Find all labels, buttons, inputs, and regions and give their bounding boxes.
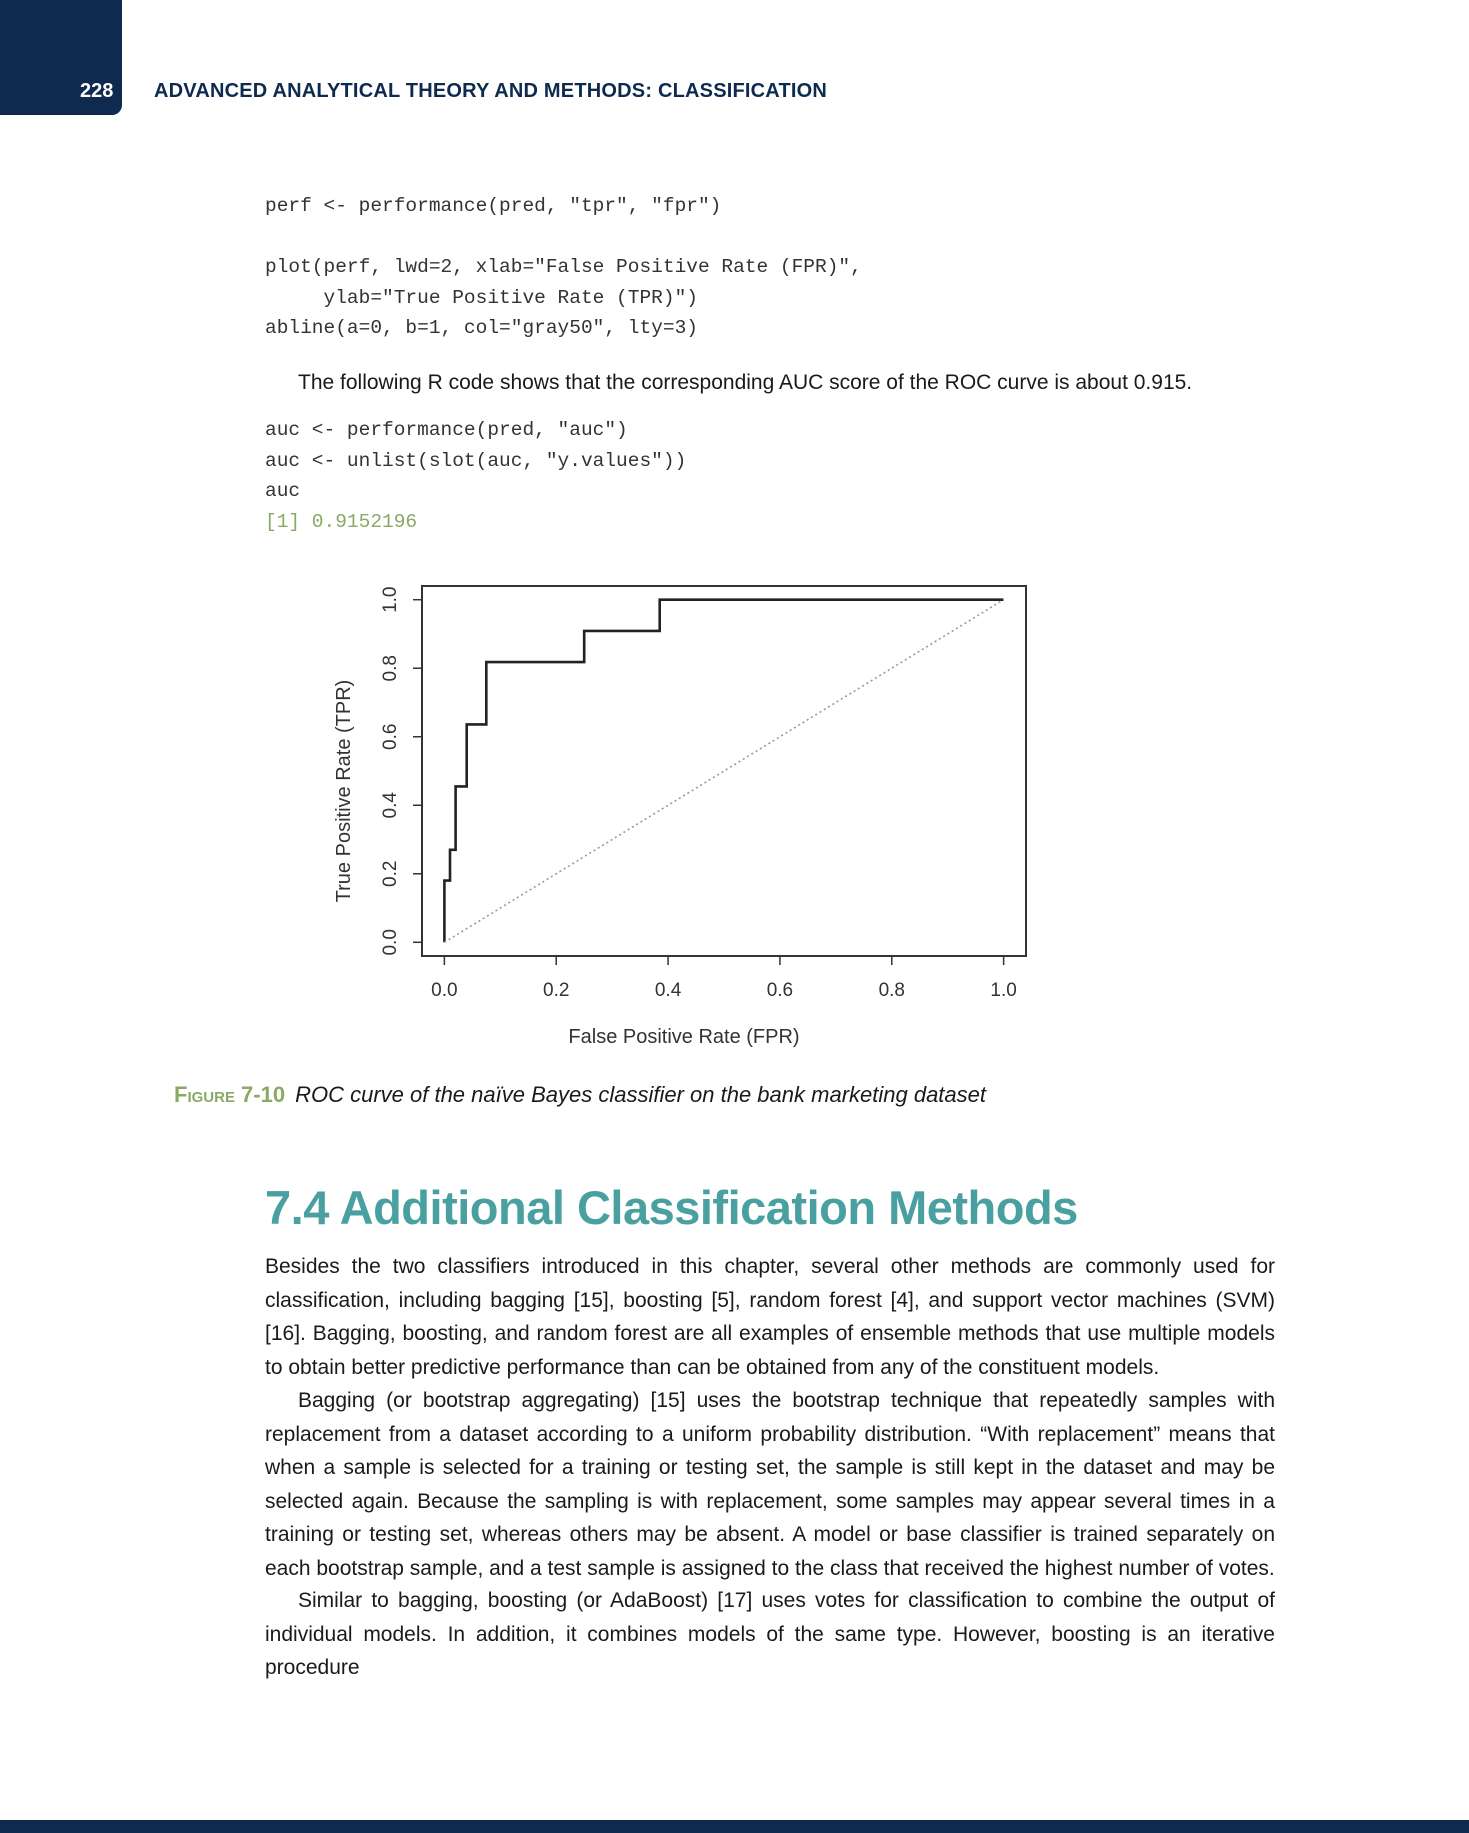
paragraph-auc: The following R code shows that the corr…: [298, 371, 1193, 394]
x-tick-label: 0.2: [543, 980, 569, 1001]
code-output: [1] 0.9152196: [265, 510, 418, 533]
y-tick-label: 0.0: [380, 929, 401, 955]
y-axis-label: True Positive Rate (TPR): [333, 680, 355, 903]
page-number: 228: [80, 80, 114, 102]
code-line: auc <- unlist(slot(auc, "y.values")): [265, 449, 687, 472]
running-head: ADVANCED ANALYTICAL THEORY AND METHODS: …: [154, 80, 828, 102]
y-tick-label: 0.6: [380, 724, 401, 750]
x-tick-label: 0.0: [431, 980, 457, 1001]
x-tick-label: 0.4: [655, 980, 682, 1001]
x-tick-label: 0.6: [767, 980, 793, 1001]
y-tick-label: 0.2: [380, 861, 401, 887]
figure-label: Figure 7-10: [174, 1082, 286, 1107]
roc-chart: 0.0 0.2 0.4 0.6 0.8 1.0 0.0 0.2 0.4 0.6 0.8 1.0 Fals…: [333, 585, 1027, 1048]
body-paragraph-2: Bagging (or bootstrap aggregating) [15] …: [265, 1389, 1275, 1580]
plot-frame: [421, 585, 1027, 957]
body-paragraph-1: Besides the two classifiers introduced i…: [265, 1255, 1275, 1379]
y-tick-label: 1.0: [380, 586, 401, 612]
code-line: abline(a=0, b=1, col="gray50", lty=3): [265, 317, 698, 339]
code-block-performance: perf <- performance(pred, "tpr", "fpr") …: [265, 191, 862, 344]
code-line: auc: [265, 480, 301, 502]
y-tick-label: 0.4: [380, 792, 401, 819]
figure-caption: Figure 7-10 ROC curve of the naïve Bayes …: [174, 1082, 986, 1108]
page-tab: [0, 0, 122, 115]
x-tick-label: 0.8: [879, 980, 905, 1001]
code-block-auc: auc <- performance(pred, "auc") auc <- u…: [265, 415, 686, 537]
x-axis-label: False Positive Rate (FPR): [568, 1026, 799, 1048]
code-line: ylab="True Positive Rate (TPR)"): [265, 286, 698, 309]
diagonal-reference-line: [443, 599, 1005, 943]
body-paragraph-3: Similar to bagging, boosting (or AdaBoos…: [265, 1589, 1275, 1679]
footer-bar: [0, 1820, 1469, 1833]
code-line: perf <- performance(pred, "tpr", "fpr"): [265, 195, 722, 217]
x-tick-label: 1.0: [990, 980, 1016, 1001]
section-heading: 7.4 Additional Classification Methods: [265, 1181, 1078, 1234]
y-tick-label: 0.8: [380, 655, 401, 681]
roc-curve-line: [443, 598, 1004, 943]
code-line: plot(perf, lwd=2, xlab="False Positive R…: [265, 256, 862, 278]
code-line: auc <- performance(pred, "auc"): [265, 419, 628, 441]
figure-caption-text: ROC curve of the naïve Bayes classifier …: [295, 1082, 986, 1107]
